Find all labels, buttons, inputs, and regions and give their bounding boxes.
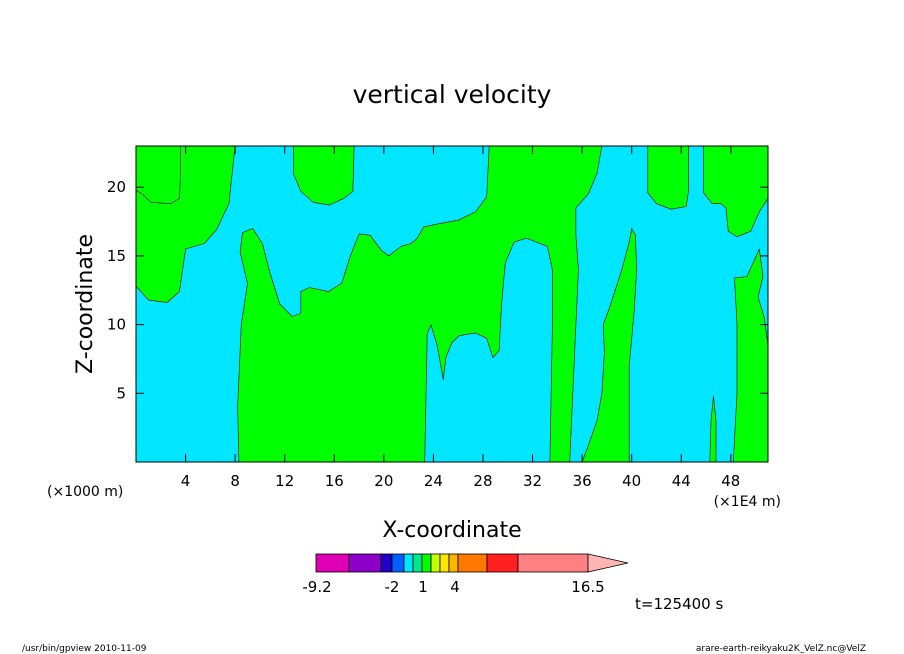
colorbar-label: 16.5	[571, 578, 604, 596]
y-axis-label: Z-coordinate	[73, 234, 98, 374]
x-tick-label: 40	[622, 472, 641, 490]
colorbar-segment	[517, 553, 589, 573]
time-label: t=125400 s	[635, 595, 723, 613]
footer-right: arare-earth-reikyaku2K_VelZ.nc@VelZ	[696, 644, 866, 654]
x-tick-label: 12	[275, 472, 294, 490]
y-axis-ticks: 5 10 15 20	[107, 178, 768, 402]
x-unit-right: (×1E4 m)	[714, 494, 781, 510]
x-axis-label: X-coordinate	[382, 518, 521, 543]
colorbar-segment	[391, 553, 405, 573]
y-tick-label: 15	[107, 247, 126, 265]
colorbar-segment	[430, 553, 441, 573]
colorbar-label: 1	[418, 578, 428, 596]
x-axis-ticks: 4 8 12 16 20 24 28 32 36 40 44 48	[181, 146, 740, 490]
colorbar-arrow	[587, 553, 629, 573]
x-tick-label: 24	[424, 472, 443, 490]
plot-area	[135, 145, 769, 463]
x-tick-label: 28	[473, 472, 492, 490]
contour-region-positive	[293, 145, 355, 206]
colorbar-segment	[348, 553, 382, 573]
chart-title: vertical velocity	[353, 80, 552, 109]
colorbar-label: -2	[385, 578, 400, 596]
x-tick-label: 16	[325, 472, 344, 490]
contour-region-positive	[581, 228, 637, 463]
y-tick-label: 5	[116, 384, 126, 402]
colorbar-segment	[439, 553, 450, 573]
x-tick-label: 36	[573, 472, 592, 490]
x-tick-label: 44	[672, 472, 691, 490]
contour-region-positive	[647, 145, 689, 210]
colorbar-label: 4	[450, 578, 460, 596]
colorbar-segment	[486, 553, 519, 573]
colorbar-segment	[457, 553, 488, 573]
colorbar-label: -9.2	[302, 578, 331, 596]
x-tick-label: 48	[721, 472, 740, 490]
x-tick-label: 8	[230, 472, 240, 490]
colorbar-segment	[380, 553, 393, 573]
colorbar-labels: -9.2 -2 1 4 16.5	[302, 578, 604, 596]
colorbar-segment	[315, 553, 350, 573]
x-unit-left: (×1000 m)	[47, 484, 123, 500]
colorbar-segment	[403, 553, 414, 573]
colorbar-segment	[412, 553, 423, 573]
footer-left: /usr/bin/gpview 2010-11-09	[22, 644, 147, 654]
y-tick-label: 20	[107, 178, 126, 196]
y-tick-label: 10	[107, 316, 126, 334]
colorbar-segment	[421, 553, 432, 573]
colorbar-segment	[448, 553, 459, 573]
x-tick-label: 4	[181, 472, 191, 490]
x-tick-label: 20	[374, 472, 393, 490]
x-tick-label: 32	[523, 472, 542, 490]
colorbar	[315, 553, 629, 573]
plot-frame	[135, 145, 769, 463]
